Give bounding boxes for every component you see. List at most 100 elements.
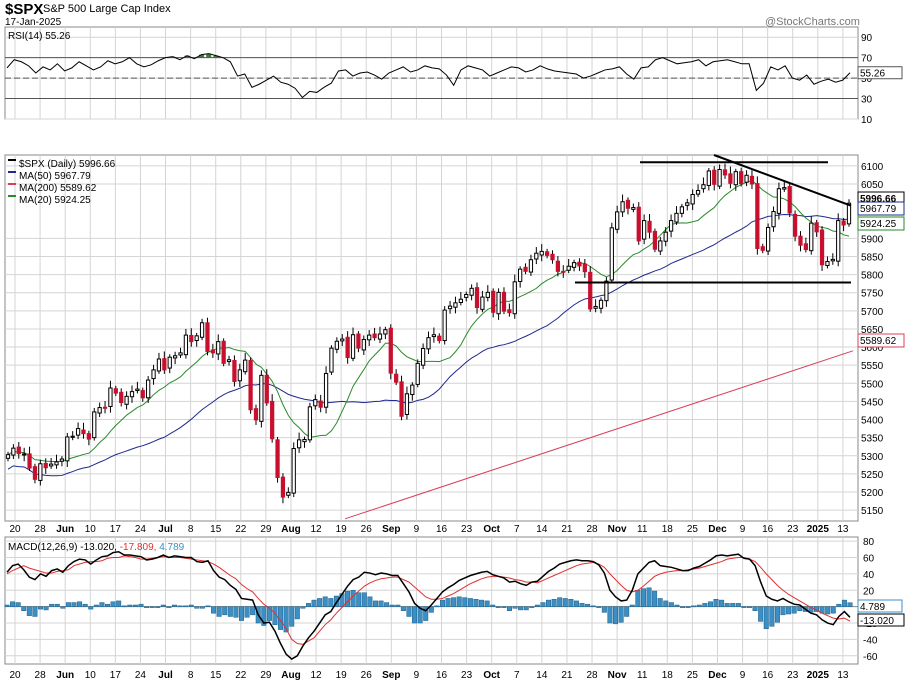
candle-body	[841, 220, 846, 226]
rsi-last-value-box	[857, 66, 903, 80]
x-tick-label: 15	[210, 670, 222, 681]
macd-histogram-bar	[216, 606, 222, 617]
price-y-tick-label: 5350	[861, 434, 884, 445]
macd-histogram-bar	[238, 606, 244, 621]
x-tick-label: 28	[35, 670, 47, 681]
macd-histogram-bar	[110, 601, 116, 607]
candle-body	[113, 388, 118, 394]
price-y-tick-label: 5800	[861, 271, 884, 282]
candle-body	[518, 268, 523, 282]
x-tick-label: 12	[310, 670, 322, 681]
stockcharts-brand[interactable]: @StockCharts.com	[765, 16, 860, 28]
candle-body	[501, 291, 507, 312]
x-tick-label: 24	[135, 524, 147, 535]
macd-histogram-bar	[741, 606, 747, 608]
macd-histogram-bar	[317, 598, 323, 607]
x-tick-label: 8	[188, 524, 194, 535]
candle-body	[739, 171, 744, 185]
candle-body	[749, 175, 755, 185]
candle-body	[437, 335, 442, 342]
candle-body	[388, 327, 393, 374]
macd-histogram-bar	[211, 606, 217, 614]
price-y-tick-label: 5900	[861, 234, 884, 245]
macd-y-tick-label: 80	[863, 537, 875, 548]
candle-body	[226, 359, 232, 363]
candle-body	[361, 338, 366, 351]
candle-body	[571, 262, 577, 268]
x-tick-label: Aug	[281, 524, 300, 535]
rsi-y-tick-label: 50	[861, 74, 873, 85]
macd-histogram-bar	[406, 606, 412, 617]
macd-histogram-bar	[847, 602, 853, 607]
candle-body	[668, 220, 674, 232]
candle-body	[453, 302, 458, 308]
candle-body	[415, 362, 420, 385]
candle-body	[313, 399, 318, 407]
candle-body	[372, 333, 377, 339]
candle-body	[588, 271, 593, 310]
price-y-tick-label: 5500	[861, 379, 884, 390]
macd-histogram-bar	[155, 606, 161, 608]
price-y-tick-label: 5400	[861, 416, 884, 427]
chart-symbol: $SPX	[5, 1, 44, 18]
macd-histogram-bar	[127, 604, 133, 607]
macd-histogram-bar	[372, 600, 378, 607]
macd-histogram-bar	[43, 606, 49, 611]
macd-histogram-bar	[227, 606, 233, 617]
candle-body	[210, 349, 215, 354]
x-tick-label: 22	[235, 670, 247, 681]
macd-value-tag: -13.020	[860, 616, 894, 627]
macd-histogram-bar	[71, 602, 77, 607]
macd-histogram-bar	[484, 600, 490, 607]
macd-histogram-bar	[54, 603, 60, 607]
price-y-tick-label: 5550	[861, 361, 884, 372]
x-tick-label: 21	[561, 524, 573, 535]
macd-legend: MACD(12,26,9) -13.020, -17.809, 4.789	[8, 542, 185, 553]
candle-body	[480, 296, 485, 310]
x-tick-label: Jun	[56, 670, 74, 681]
candle-body	[846, 202, 852, 225]
price-legend-swatch	[8, 183, 16, 185]
macd-value-box	[857, 613, 905, 627]
macd-histogram-bar	[412, 606, 418, 624]
macd-hist-value-box	[857, 599, 903, 613]
macd-histogram-bar	[825, 606, 831, 615]
candle-body	[345, 336, 350, 359]
macd-y-tick-label: 40	[863, 570, 875, 581]
candle-body	[491, 290, 496, 313]
macd-histogram-bar	[758, 606, 764, 622]
candle-body	[631, 207, 636, 210]
macd-histogram-bar	[562, 598, 568, 607]
macd-histogram-bar	[378, 600, 384, 607]
candle-body	[625, 199, 631, 209]
macd-histogram-bar	[199, 606, 205, 609]
macd-histogram-bar	[222, 606, 228, 616]
candle-body	[512, 281, 517, 315]
candle-body	[760, 246, 765, 251]
candle-body	[65, 436, 70, 462]
candle-body	[523, 266, 528, 272]
macd-histogram-bar	[116, 600, 122, 607]
macd-histogram-bar	[60, 606, 66, 609]
x-tick-label: 29	[260, 524, 272, 535]
candle-body	[199, 322, 205, 338]
macd-histogram-bar	[791, 606, 797, 614]
x-tick-label: 23	[461, 670, 473, 681]
x-tick-label: 10	[85, 670, 97, 681]
price-legend-entry: $SPX (Daily) 5996.66	[19, 159, 116, 170]
x-tick-label: Oct	[483, 524, 500, 535]
macd-histogram-bar	[21, 606, 27, 611]
price-legend-swatch	[8, 195, 16, 197]
macd-histogram-bar	[93, 604, 99, 607]
x-tick-label: 29	[260, 670, 272, 681]
chart-date: 17-Jan-2025	[5, 17, 62, 28]
x-tick-label: 25	[687, 524, 699, 535]
candle-body	[755, 183, 760, 249]
x-tick-label: 7	[514, 670, 520, 681]
macd-histogram-bar	[305, 603, 311, 607]
price-legend-entry: MA(50) 5967.79	[19, 171, 91, 182]
candle-body	[615, 211, 620, 230]
x-tick-label: 12	[310, 524, 322, 535]
x-tick-label: 9	[740, 670, 746, 681]
candle-body	[771, 211, 776, 228]
